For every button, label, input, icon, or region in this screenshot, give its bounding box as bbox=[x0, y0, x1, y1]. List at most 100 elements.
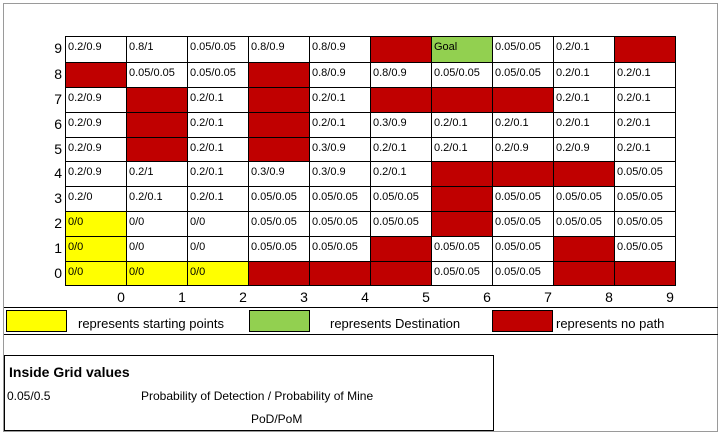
grid-cell: 0/0 bbox=[187, 261, 249, 286]
grid-cell: 0.3/0.9 bbox=[248, 161, 310, 187]
grid-cell: 0.05/0.05 bbox=[553, 186, 615, 212]
grid-cell: 0.05/0.05 bbox=[248, 186, 310, 212]
grid-values-info-box: Inside Grid values 0.05/0.5 Probability … bbox=[4, 355, 494, 431]
row-label: 4 bbox=[54, 165, 62, 181]
grid-cell: 0.2/0.1 bbox=[431, 137, 493, 162]
grid-cell bbox=[492, 161, 554, 187]
info-description: Probability of Detection / Probability o… bbox=[141, 389, 374, 403]
grid-cell: 0.2/0.1 bbox=[187, 186, 249, 212]
grid-cell: 0.2/0.9 bbox=[553, 137, 615, 162]
grid-cell bbox=[65, 62, 127, 88]
grid-cell bbox=[126, 137, 188, 162]
grid-cell: 0.2/0.1 bbox=[492, 112, 554, 138]
grid-cell: 0.2/0.9 bbox=[65, 36, 127, 63]
grid-cell bbox=[248, 112, 310, 138]
grid-cell: 0.2/0.1 bbox=[614, 87, 676, 113]
column-label: 9 bbox=[666, 289, 674, 305]
legend-start-label: represents starting points bbox=[78, 316, 224, 331]
grid-cell bbox=[126, 87, 188, 113]
column-label: 5 bbox=[422, 289, 430, 305]
grid-cell: 0.05/0.05 bbox=[614, 186, 676, 212]
grid-cell: Goal bbox=[431, 36, 493, 63]
grid-cell bbox=[431, 87, 493, 113]
grid-cell bbox=[614, 261, 676, 286]
column-label: 4 bbox=[361, 289, 369, 305]
sheet-frame bbox=[3, 3, 718, 432]
grid-cell: 0.3/0.9 bbox=[370, 112, 432, 138]
grid-cell: 0.8/0.9 bbox=[309, 36, 371, 63]
grid-cell: 0.05/0.05 bbox=[370, 186, 432, 212]
grid-cell: 0.2/0.9 bbox=[65, 112, 127, 138]
row-label: 1 bbox=[54, 240, 62, 256]
grid-cell bbox=[431, 211, 493, 237]
row-label: 3 bbox=[54, 190, 62, 206]
info-example-value: 0.05/0.5 bbox=[7, 389, 51, 403]
grid-cell bbox=[370, 36, 432, 63]
legend-destination-label: represents Destination bbox=[330, 316, 461, 331]
grid-cell bbox=[431, 161, 493, 187]
grid-cell: 0.2/0.1 bbox=[309, 112, 371, 138]
grid-cell: 0.05/0.05 bbox=[492, 36, 554, 63]
grid-cell bbox=[248, 137, 310, 162]
grid-cell bbox=[492, 87, 554, 113]
grid-cell: 0.2/0.9 bbox=[65, 87, 127, 113]
grid-cell: 0.2/0 bbox=[65, 186, 127, 212]
grid-cell: 0.2/0.9 bbox=[65, 137, 127, 162]
grid-cell: 0.05/0.05 bbox=[614, 236, 676, 262]
column-label: 6 bbox=[483, 289, 491, 305]
grid-cell: 0/0 bbox=[65, 236, 127, 262]
grid-cell: 0.05/0.05 bbox=[126, 62, 188, 88]
legend-top-rule bbox=[4, 307, 718, 308]
grid-cell: 0.05/0.05 bbox=[248, 236, 310, 262]
grid-cell: 0.05/0.05 bbox=[492, 236, 554, 262]
grid-cell bbox=[431, 186, 493, 212]
legend-bottom-rule bbox=[4, 334, 718, 335]
grid-cell: 0.2/0.1 bbox=[370, 161, 432, 187]
row-label: 7 bbox=[54, 91, 62, 107]
grid-cell bbox=[614, 36, 676, 63]
row-label: 0 bbox=[54, 265, 62, 281]
grid-cell: 0.8/0.9 bbox=[370, 62, 432, 88]
column-label: 1 bbox=[178, 289, 186, 305]
grid-cell: 0.2/0.1 bbox=[126, 186, 188, 212]
grid-cell: 0.05/0.05 bbox=[431, 236, 493, 262]
grid-cell: 0.2/0.1 bbox=[614, 112, 676, 138]
grid-cell: 0.05/0.05 bbox=[187, 36, 249, 63]
grid-cell: 0.2/0.1 bbox=[187, 112, 249, 138]
grid-cell: 0.2/0.1 bbox=[309, 87, 371, 113]
row-label: 5 bbox=[54, 141, 62, 157]
grid-cell: 0.05/0.05 bbox=[309, 186, 371, 212]
column-label: 3 bbox=[300, 289, 308, 305]
grid-cell bbox=[248, 87, 310, 113]
grid-cell: 0.05/0.05 bbox=[614, 211, 676, 237]
info-title: Inside Grid values bbox=[9, 364, 130, 380]
grid-cell: 0.2/0.1 bbox=[553, 36, 615, 63]
grid-cell: 0.2/0.1 bbox=[553, 87, 615, 113]
grid-cell bbox=[126, 112, 188, 138]
grid-cell bbox=[553, 236, 615, 262]
grid-cell: 0.05/0.05 bbox=[248, 211, 310, 237]
grid-cell: 0.05/0.05 bbox=[309, 236, 371, 262]
row-label: 8 bbox=[54, 66, 62, 82]
grid-cell bbox=[309, 261, 371, 286]
column-label: 8 bbox=[605, 289, 613, 305]
grid-cell: 0.05/0.05 bbox=[187, 62, 249, 88]
grid-cell: 0.3/0.9 bbox=[309, 161, 371, 187]
grid-cell: 0.2/0.1 bbox=[614, 62, 676, 88]
grid-cell bbox=[370, 87, 432, 113]
grid-cell: 0.3/0.9 bbox=[309, 137, 371, 162]
legend-start-swatch bbox=[6, 310, 67, 332]
grid-cell: 0.2/0.1 bbox=[614, 137, 676, 162]
grid-cell bbox=[248, 261, 310, 286]
info-abbreviation: PoD/PoM bbox=[251, 412, 303, 426]
grid-cell: 0.2/0.1 bbox=[187, 161, 249, 187]
grid-cell: 0/0 bbox=[65, 261, 127, 286]
grid-cell: 0/0 bbox=[126, 236, 188, 262]
row-label: 9 bbox=[54, 40, 62, 56]
grid-cell: 0/0 bbox=[187, 211, 249, 237]
grid-cell: 0/0 bbox=[126, 211, 188, 237]
grid-cell: 0.05/0.05 bbox=[431, 62, 493, 88]
grid-cell: 0.05/0.05 bbox=[431, 261, 493, 286]
grid-cell bbox=[248, 62, 310, 88]
grid-cell: 0.2/0.1 bbox=[553, 112, 615, 138]
